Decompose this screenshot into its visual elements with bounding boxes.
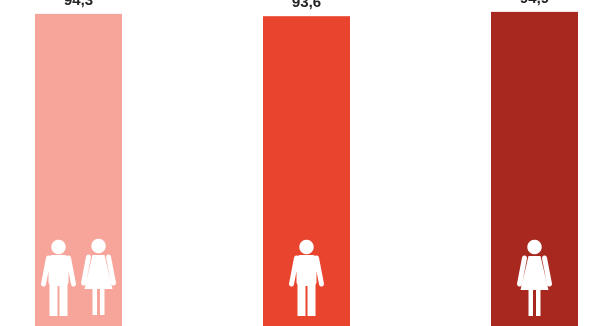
man-icon [289, 239, 324, 316]
value-label: 94,3 [64, 0, 93, 9]
value-label: 94,9 [520, 0, 549, 7]
value-labels-group: 94,3 93,6 94,9 [64, 0, 549, 11]
bars-group [35, 11, 578, 326]
woman-icon [517, 239, 552, 316]
value-label: 93,6 [292, 0, 321, 11]
icons-group [41, 238, 552, 316]
couple-icon [41, 238, 116, 316]
